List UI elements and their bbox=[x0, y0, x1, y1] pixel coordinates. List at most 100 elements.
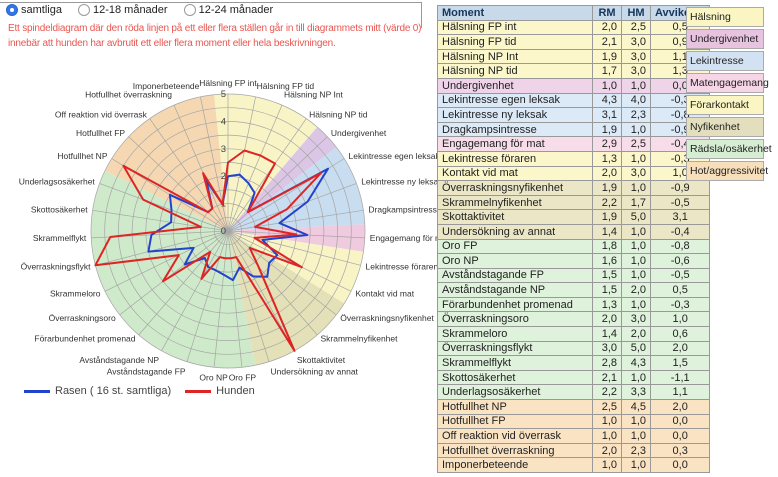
table-row: Överraskningsoro 2,0 3,0 1,0 bbox=[437, 311, 711, 328]
table-row: Skrammelnyfikenhet 2,2 1,7 -0,5 bbox=[437, 194, 711, 211]
grid-spoke bbox=[227, 136, 328, 232]
axis-label: Oro NP bbox=[199, 372, 228, 382]
grid-spoke bbox=[227, 230, 352, 292]
cell-rm: 2,2 bbox=[592, 194, 622, 211]
cell-rm: 1,4 bbox=[592, 326, 622, 342]
table-row: Skrammeloro 1,4 2,0 0,6 bbox=[437, 326, 711, 342]
axis-label: Skrammelnyfikenhet bbox=[321, 334, 399, 344]
radio-option-0[interactable]: samtliga bbox=[6, 4, 62, 16]
grid-spoke bbox=[227, 230, 295, 351]
chart-legend-entry: Rasen ( 16 st. samtliga) bbox=[24, 385, 171, 397]
radio-unselected-icon[interactable] bbox=[77, 4, 90, 16]
cell-moment: Undersökning av annat bbox=[437, 223, 593, 240]
table-row: Hälsning NP tid 1,7 3,0 1,3 bbox=[437, 63, 711, 79]
cell-rm: 2,0 bbox=[592, 19, 622, 36]
table-row: Underlagsosäkerhet 2,2 3,3 1,1 bbox=[437, 384, 711, 401]
radio-unselected-icon[interactable] bbox=[183, 4, 196, 16]
ring-tick-label: 3 bbox=[221, 144, 226, 155]
cell-rm: 1,8 bbox=[592, 238, 622, 255]
cell-hm: 1,0 bbox=[621, 413, 651, 430]
cell-hm: 1,7 bbox=[621, 194, 651, 211]
series-line-hunden bbox=[94, 149, 322, 352]
grid-spoke bbox=[227, 209, 364, 232]
legend-series-label: Rasen ( 16 st. samtliga) bbox=[55, 385, 172, 397]
cell-moment: Off reaktion vid överrask bbox=[437, 428, 593, 444]
cell-rm: 2,0 bbox=[592, 442, 622, 459]
sector-r-dsla-os-kerhet bbox=[91, 170, 256, 369]
cell-rm: 3,0 bbox=[592, 340, 622, 357]
category-legend-item: Undergivenhet bbox=[686, 29, 764, 49]
ring-tick-label: 2 bbox=[221, 171, 226, 182]
grid-spoke bbox=[149, 118, 229, 232]
category-legend-item: Nyfikenhet bbox=[686, 117, 764, 137]
grid-spoke bbox=[104, 230, 229, 292]
category-legend-item: Rädsla/osäkerhet bbox=[686, 139, 772, 159]
cell-moment: Hälsning FP int bbox=[437, 19, 593, 36]
grid-spoke bbox=[227, 183, 357, 232]
axis-label: Överraskningsoro bbox=[49, 313, 116, 323]
cell-avvikelse: -0,8 bbox=[649, 238, 711, 255]
cell-moment: Hotfullhet FP bbox=[437, 413, 593, 430]
grid-spoke bbox=[99, 183, 229, 232]
radio-selected-icon[interactable] bbox=[6, 4, 18, 16]
cell-moment: Hälsning NP tid bbox=[437, 63, 593, 79]
cell-hm: 1,0 bbox=[621, 253, 651, 269]
cell-rm: 2,1 bbox=[592, 34, 622, 50]
axis-label: Hotfullhet överraskning bbox=[85, 90, 172, 100]
axis-label: Undergivenhet bbox=[331, 128, 387, 138]
table-row: Hälsning NP Int 1,9 3,0 1,1 bbox=[437, 48, 711, 65]
cell-avvikelse: 0,0 bbox=[649, 413, 711, 430]
grid-spoke bbox=[138, 230, 229, 336]
table-row: Förarbundenhet promenad 1,3 1,0 -0,3 bbox=[437, 296, 711, 313]
column-header-moment: Moment bbox=[437, 5, 593, 21]
cell-moment: Skrammelflykt bbox=[437, 355, 593, 371]
cell-moment: Lekintresse ny leksak bbox=[437, 107, 593, 123]
grid-spoke bbox=[227, 104, 283, 232]
cell-avvikelse: 1,0 bbox=[649, 311, 711, 328]
table-row: Hälsning FP int 2,0 2,5 0,5 bbox=[437, 19, 711, 36]
cell-rm: 2,0 bbox=[592, 311, 622, 328]
axis-label: Skottaktivitet bbox=[297, 355, 346, 365]
category-legend-item: Hälsning bbox=[686, 7, 764, 27]
radio-option-1[interactable]: 12-18 månader bbox=[77, 4, 168, 16]
cell-avvikelse: -0,5 bbox=[649, 267, 711, 284]
cell-avvikelse: -0,6 bbox=[649, 253, 711, 269]
axis-label: Lekintresse föraren bbox=[366, 262, 439, 272]
axis-label: Avståndstagande NP bbox=[79, 355, 159, 365]
radio-option-label: 12-24 månader bbox=[198, 4, 274, 16]
top-divider bbox=[0, 2, 421, 3]
table-row: Avståndstagande NP 1,5 2,0 0,5 bbox=[437, 282, 711, 298]
axis-label: Lekintresse ny leksak bbox=[361, 177, 443, 187]
cell-rm: 2,9 bbox=[592, 136, 622, 152]
cell-rm: 1,4 bbox=[592, 223, 622, 240]
radio-option-2[interactable]: 12-24 månader bbox=[183, 4, 274, 16]
cell-moment: Överraskningsflykt bbox=[437, 340, 593, 357]
cell-moment: Skrammeloro bbox=[437, 326, 593, 342]
axis-label: Hälsning NP Int bbox=[284, 90, 344, 100]
cell-avvikelse: 0,0 bbox=[649, 457, 711, 473]
axis-label: Oro FP bbox=[229, 372, 257, 382]
moment-table-body: Hälsning FP int 2,0 2,5 0,5 Hälsning FP tid 2… bbox=[437, 19, 711, 473]
table-row: Undergivenhet 1,0 1,0 0,0 bbox=[437, 77, 711, 94]
table-row: Skottaktivitet 1,9 5,0 3,1 bbox=[437, 209, 711, 225]
cell-hm: 4,5 bbox=[621, 399, 651, 415]
table-row: Oro FP 1,8 1,0 -0,8 bbox=[437, 238, 711, 255]
axis-label: Undersökning av annat bbox=[271, 367, 359, 377]
axis-label: Hotfullhet FP bbox=[76, 128, 125, 138]
cell-avvikelse: -0,4 bbox=[649, 223, 711, 240]
cell-hm: 2,0 bbox=[621, 326, 651, 342]
cell-avvikelse: 1,1 bbox=[649, 384, 711, 401]
cell-moment: Dragkampsintresse bbox=[437, 121, 593, 138]
axis-label: Hotfullhet NP bbox=[57, 151, 107, 161]
cell-rm: 2,1 bbox=[592, 369, 622, 386]
cell-moment: Skottaktivitet bbox=[437, 209, 593, 225]
grid-spoke bbox=[186, 230, 229, 362]
cell-moment: Överraskningsoro bbox=[437, 311, 593, 328]
cell-rm: 1,0 bbox=[592, 77, 622, 94]
cell-rm: 1,3 bbox=[592, 296, 622, 313]
column-header-rm: RM bbox=[592, 5, 622, 21]
axis-label: Engagemang för mat bbox=[370, 233, 450, 243]
warning-line-2: innebär att hunden har avbrutit ett elle… bbox=[8, 38, 336, 49]
cell-hm: 1,0 bbox=[621, 223, 651, 240]
